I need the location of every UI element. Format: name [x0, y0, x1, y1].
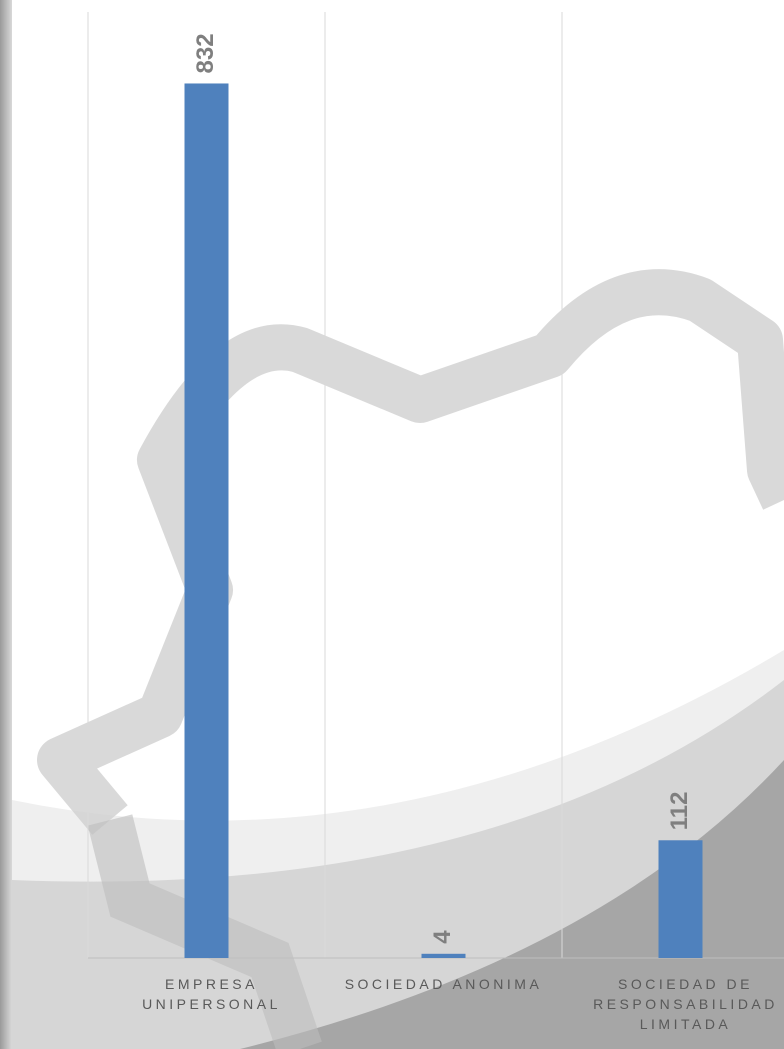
x-tick-label: SOCIEDAD DE RESPONSABILIDAD LIMITADA [593, 976, 778, 1032]
bar [658, 840, 703, 958]
left-edge [0, 0, 12, 1049]
x-tick-label: SOCIEDAD ANONIMA [344, 976, 543, 992]
bar [421, 953, 466, 958]
background-outline [37, 269, 784, 835]
value-label: 4 [429, 930, 456, 944]
bar [184, 83, 229, 958]
value-label: 832 [192, 33, 219, 73]
x-tick-label: EMPRESA UNIPERSONAL [142, 976, 281, 1012]
value-label: 112 [666, 792, 693, 831]
background-band [240, 760, 784, 1049]
